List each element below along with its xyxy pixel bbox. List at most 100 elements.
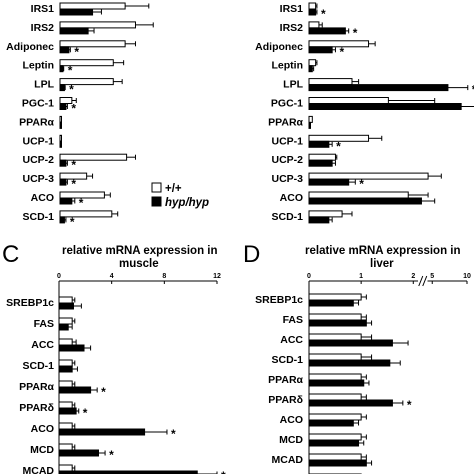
category-label: ACO: [31, 192, 54, 204]
bar-group-d-1: FAS: [283, 313, 373, 327]
bar-group-a-10: ACO *: [31, 191, 111, 210]
category-label: ACC: [280, 334, 303, 346]
category-label: ACC: [31, 339, 54, 351]
category-label: FAS: [283, 314, 303, 326]
bar-group-a-11: SCD-1 *: [22, 210, 119, 229]
bar-hyp: [308, 197, 422, 205]
bar-wt: [308, 333, 362, 341]
bar-hyp: [59, 121, 62, 129]
bar-hyp: [58, 407, 77, 415]
bar-group-b-5: PGC-1: [271, 97, 474, 110]
bar-wt: [308, 353, 362, 361]
bar-hyp: [308, 103, 462, 110]
x-tick-label: 10: [463, 273, 471, 280]
category-label: SCD-1: [271, 354, 303, 366]
category-label: SCD-1: [22, 211, 54, 223]
category-label: PPARα: [19, 116, 54, 128]
bar-hyp: [59, 27, 89, 35]
chart-c-title-line2: muscle: [119, 258, 159, 270]
bar-hyp: [59, 46, 70, 54]
bar-wt: [59, 40, 126, 48]
bar-wt: [59, 153, 128, 161]
bar-group-b-4: LPL *: [283, 78, 474, 97]
category-label: ACO: [31, 423, 54, 435]
bar-group-d-2: ACC: [280, 333, 409, 347]
significance-star: *: [71, 102, 76, 116]
significance-star: *: [339, 45, 344, 59]
bar-hyp: [59, 103, 67, 110]
bar-wt: [308, 191, 409, 199]
bar-group-a-7: UCP-1: [22, 134, 62, 148]
bar-wt: [308, 433, 362, 441]
bar-wt: [59, 21, 136, 29]
bar-hyp: [58, 302, 74, 310]
category-label: LPL: [34, 79, 54, 91]
category-label: Adiponec: [6, 41, 54, 53]
bar-group-b-8: UCP-2: [271, 153, 338, 167]
significance-star: *: [101, 385, 106, 399]
bar-hyp: [59, 8, 94, 16]
bar-hyp: [308, 216, 330, 224]
bar-group-b-10: ACO: [280, 191, 436, 205]
bar-wt: [59, 97, 73, 104]
legend: +/+ hyp/hyp: [151, 182, 209, 209]
category-label: PGC-1: [22, 98, 54, 110]
bar-wt: [308, 153, 336, 161]
significance-star: *: [74, 45, 79, 59]
bar-hyp: [59, 216, 65, 224]
significance-star: *: [83, 406, 88, 420]
bar-group-c-5: PPARδ *: [19, 401, 88, 420]
chart-d-title-line1: relative mRNA expression in: [305, 245, 461, 257]
bar-hyp: [59, 65, 64, 73]
bar-group-c-0: SREBP1c: [6, 296, 82, 310]
bar-hyp: [308, 8, 317, 16]
bar-hyp: [58, 365, 73, 373]
bar-wt: [308, 313, 362, 321]
bar-hyp: [59, 178, 67, 186]
category-label: PPARα: [19, 381, 54, 393]
category-label: SREBP1c: [255, 294, 303, 306]
bar-wt: [308, 21, 320, 29]
bar-wt: [59, 2, 126, 10]
significance-star: *: [353, 26, 358, 40]
bar-group-d-0: SREBP1c: [255, 293, 367, 307]
bar-hyp: [58, 470, 198, 474]
bar-wt: [58, 401, 73, 409]
bar-hyp: [308, 299, 354, 307]
bar-group-b-9: UCP-3 *: [271, 172, 442, 191]
significance-star: *: [70, 215, 75, 229]
chart-panel-d: 0 1 2 5 10 SREBP1c FAS ACC SCD-1 PPARα PPARδ * ACO MC…: [255, 273, 471, 474]
bar-group-c-6: ACO *: [31, 422, 176, 441]
category-label: UCP-1: [22, 135, 54, 147]
bar-group-b-0: IRS1 *: [280, 2, 326, 21]
category-label: SCD-1: [271, 211, 303, 223]
chart-d-title-line2: liver: [370, 258, 394, 270]
bar-hyp: [308, 159, 333, 167]
significance-star: *: [472, 83, 474, 97]
bar-wt: [308, 172, 429, 180]
bar-hyp: [308, 84, 449, 92]
bar-hyp: [58, 428, 146, 436]
bar-hyp: [59, 84, 65, 92]
bar-group-a-8: UCP-2 *: [22, 153, 136, 172]
category-label: PGC-1: [271, 98, 303, 110]
x-tick-label: 0: [307, 273, 311, 280]
chart-panel-a: IRS1 IRS2 Adiponec * Leptin * LPL * PGC-1 * PPARα U…: [6, 2, 154, 229]
bar-wt: [59, 78, 114, 86]
significance-star: *: [321, 7, 326, 21]
bar-group-b-11: SCD-1: [271, 210, 353, 224]
bar-wt: [308, 373, 362, 381]
bar-group-d-8: MCAD: [272, 453, 373, 467]
bar-hyp: [308, 121, 311, 129]
significance-star: *: [71, 177, 76, 191]
significance-star: *: [171, 427, 176, 441]
bar-hyp: [308, 459, 367, 467]
category-label: UCP-2: [22, 154, 54, 166]
bar-group-c-4: PPARα *: [19, 380, 106, 399]
bar-group-c-1: FAS: [34, 317, 76, 331]
category-label: PPARα: [268, 116, 303, 128]
bar-wt: [58, 359, 73, 367]
category-label: Leptin: [23, 60, 55, 72]
